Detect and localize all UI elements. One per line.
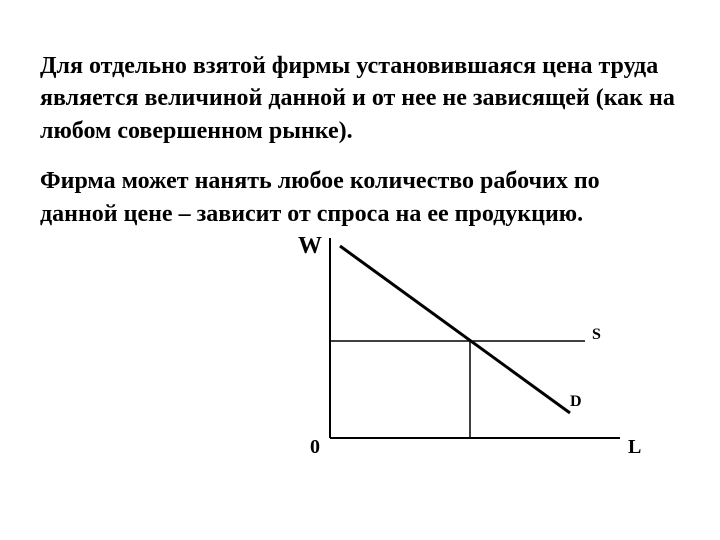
labor-market-chart: W 0 L S D (270, 238, 650, 458)
demand-curve (340, 246, 570, 413)
paragraph-1: Для отдельно взятой фирмы установившаяся… (40, 50, 680, 147)
paragraph-2: Фирма может нанять любое количество рабо… (40, 165, 680, 230)
chart-svg (270, 238, 650, 458)
